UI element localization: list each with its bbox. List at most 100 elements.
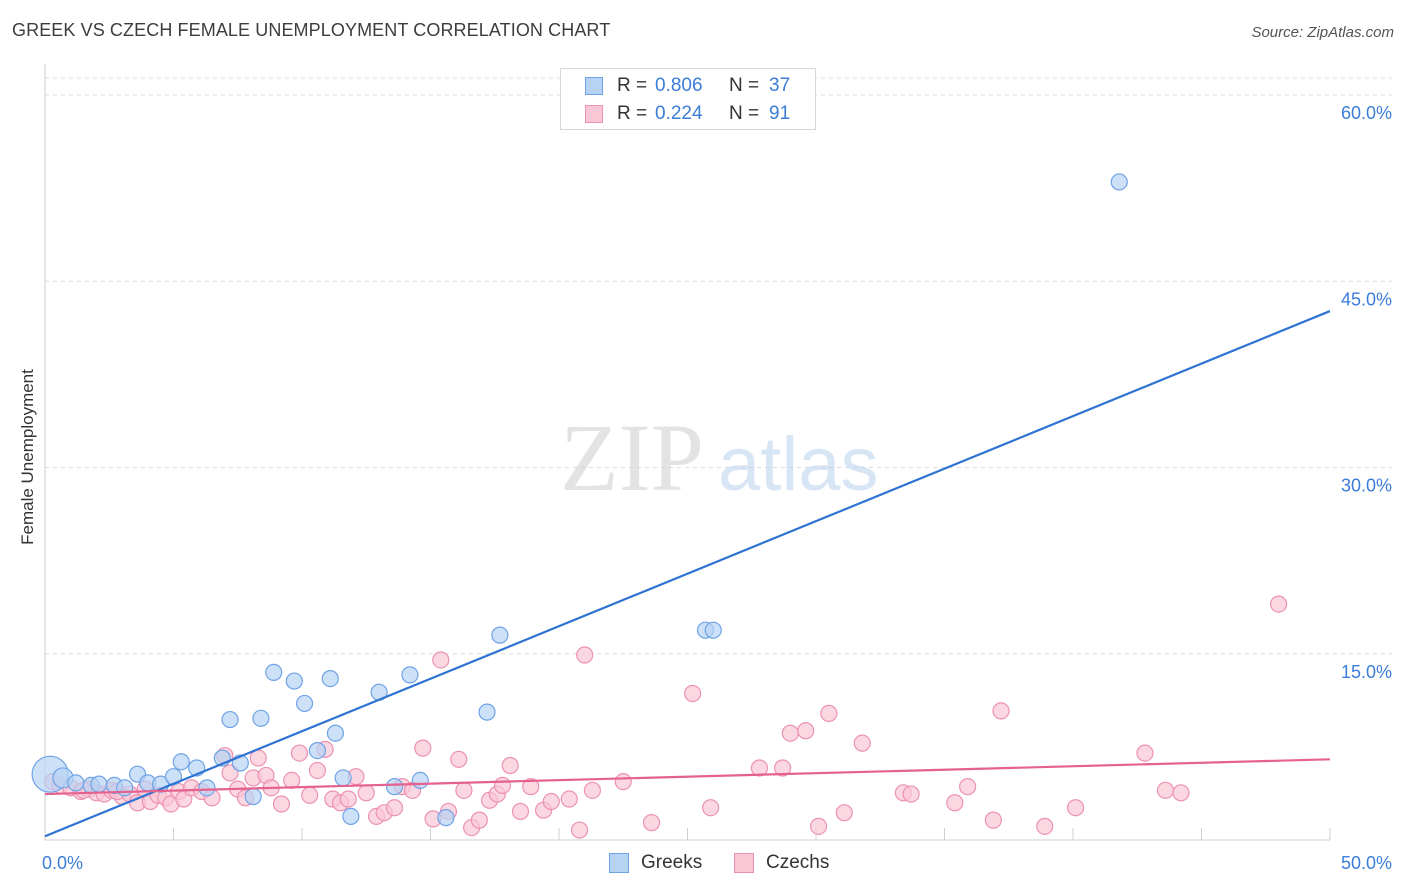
grid-lines xyxy=(45,77,1392,655)
legend-item-czechs[interactable]: Czechs xyxy=(734,852,829,874)
stats-legend: R = 0.806 N = 37 R = 0.224 N = 91 xyxy=(560,68,816,130)
greeks-swatch xyxy=(609,853,629,873)
czech-point xyxy=(835,804,853,822)
greek-point xyxy=(285,672,303,690)
n-value: 37 xyxy=(769,75,791,96)
greek-point xyxy=(342,807,360,826)
czech-point xyxy=(902,785,920,803)
czechs-points xyxy=(44,595,1288,839)
source-credit: Source: ZipAtlas.com xyxy=(1251,24,1394,41)
greek-point xyxy=(244,787,262,806)
czech-point xyxy=(1136,744,1154,762)
czechs-label: Czechs xyxy=(766,852,830,873)
greek-point xyxy=(90,775,108,793)
x-tick-label: 50.0% xyxy=(1341,853,1392,873)
greek-point xyxy=(334,769,352,787)
r-label: R = xyxy=(617,103,648,124)
czech-point xyxy=(583,781,602,799)
czech-point xyxy=(283,771,301,790)
czech-point xyxy=(853,734,871,752)
czech-point xyxy=(702,799,720,817)
czech-point xyxy=(797,722,815,740)
axes xyxy=(44,64,1331,841)
greek-point xyxy=(478,703,496,721)
r-value: 0.224 xyxy=(655,103,703,124)
czech-point xyxy=(301,786,319,804)
czech-point xyxy=(642,814,661,832)
greek-point xyxy=(411,771,429,790)
czech-point xyxy=(542,792,560,811)
y-tick-label: 45.0% xyxy=(1341,289,1392,309)
series-legend: Greeks Czechs xyxy=(0,852,1406,876)
greek-point xyxy=(321,669,339,688)
greek-point xyxy=(295,694,314,713)
tick-labels: 15.0% 30.0% 45.0% 60.0% 0.0% 50.0% xyxy=(42,103,1392,873)
greek-point xyxy=(437,809,455,827)
czech-point xyxy=(820,704,838,722)
czech-point xyxy=(684,684,702,703)
czech-point xyxy=(493,776,512,794)
czechs-trend-line xyxy=(44,758,1331,796)
czech-point xyxy=(984,811,1002,829)
czech-point xyxy=(272,795,291,813)
greek-point xyxy=(401,666,419,684)
czech-point xyxy=(221,764,239,782)
czech-point xyxy=(339,790,357,808)
czech-point xyxy=(614,773,632,791)
greek-point xyxy=(308,742,327,760)
czech-point xyxy=(560,790,578,808)
czech-point xyxy=(750,759,769,777)
czech-point xyxy=(414,739,432,757)
czech-point xyxy=(992,702,1010,720)
chart-title: GREEK VS CZECH FEMALE UNEMPLOYMENT CORRE… xyxy=(12,20,611,40)
czech-point xyxy=(1172,784,1190,802)
czech-point xyxy=(501,756,519,775)
czech-point xyxy=(576,646,594,664)
czech-point xyxy=(455,781,473,799)
czech-point xyxy=(1066,799,1085,817)
czech-point xyxy=(773,759,792,777)
watermark: ZIP atlas xyxy=(560,404,879,511)
czech-point xyxy=(511,802,530,821)
greeks-points xyxy=(31,173,1128,827)
greek-point xyxy=(252,709,270,727)
trend-lines xyxy=(44,310,1331,838)
legend-row-greeks: R = 0.806 N = 37 xyxy=(585,72,790,100)
czech-point xyxy=(1156,781,1175,799)
watermark-atlas: atlas xyxy=(718,422,879,507)
czechs-swatch xyxy=(585,105,603,123)
czech-point xyxy=(357,784,375,802)
y-tick-label: 30.0% xyxy=(1341,476,1392,496)
greek-point xyxy=(198,779,216,797)
czech-point xyxy=(522,778,540,796)
czech-point xyxy=(432,651,450,669)
czech-point xyxy=(290,744,309,762)
n-label: N = xyxy=(729,103,760,124)
greek-point xyxy=(116,779,134,797)
czech-point xyxy=(781,724,799,742)
czechs-swatch xyxy=(734,853,754,873)
r-value: 0.806 xyxy=(655,75,703,96)
greek-point xyxy=(385,778,404,796)
czech-point xyxy=(470,811,488,829)
n-label: N = xyxy=(729,75,760,96)
czech-point xyxy=(385,799,404,817)
legend-item-greeks[interactable]: Greeks xyxy=(609,852,702,874)
r-label: R = xyxy=(617,75,648,96)
x-tick-label: 0.0% xyxy=(42,853,83,873)
czech-point xyxy=(1269,595,1288,613)
czech-point xyxy=(308,761,327,780)
czech-point xyxy=(959,778,977,796)
greek-point xyxy=(221,710,239,729)
legend-row-czechs: R = 0.224 N = 91 xyxy=(585,100,790,128)
greek-point xyxy=(265,663,283,681)
greek-point xyxy=(1110,173,1128,191)
greeks-swatch xyxy=(585,77,603,95)
greeks-trend-line xyxy=(44,310,1331,838)
greeks-label: Greeks xyxy=(641,852,703,873)
y-tick-label: 60.0% xyxy=(1341,103,1392,123)
greek-point xyxy=(172,753,190,771)
watermark-zip: ZIP xyxy=(560,404,704,511)
czech-point xyxy=(809,817,828,835)
